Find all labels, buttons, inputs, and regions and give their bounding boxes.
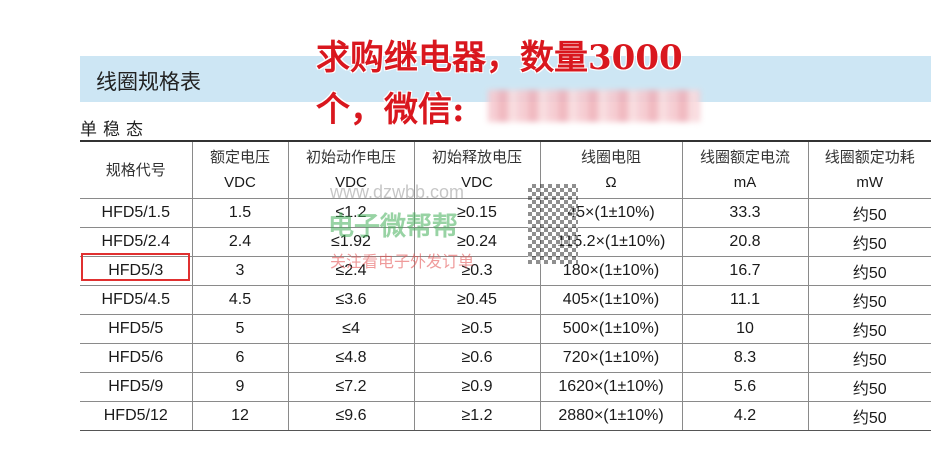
- cell-rated-current: 20.8: [681, 227, 809, 257]
- cell-coil-resistance: 2880×(1±10%): [539, 401, 683, 431]
- cell-pickup-voltage: ≤9.6: [287, 401, 415, 431]
- cell-rated-voltage: 12: [191, 401, 289, 431]
- table-title: 线圈规格表: [96, 70, 201, 94]
- col-header-rated-power: 线圈额定功耗 mW: [807, 140, 931, 199]
- cell-pickup-voltage: ≤4.8: [287, 343, 415, 373]
- cell-rated-current: 10: [681, 314, 809, 344]
- cell-rated-power: 约50: [807, 372, 931, 402]
- col-header-release-voltage: 初始释放电压 VDC: [413, 140, 541, 199]
- col-header-rated-current: 线圈额定电流 mA: [681, 140, 809, 199]
- cell-model: HFD5/3: [80, 256, 193, 286]
- cell-release-voltage: ≥0.15: [413, 198, 541, 228]
- col-header-rated-voltage: 额定电压 VDC: [191, 140, 289, 199]
- cell-pickup-voltage: ≤4: [287, 314, 415, 344]
- cell-rated-power: 约50: [807, 256, 931, 286]
- highlight-box-hfd5-3: [81, 253, 190, 281]
- cell-rated-current: 5.6: [681, 372, 809, 402]
- cell-rated-current: 4.2: [681, 401, 809, 431]
- cell-rated-power: 约50: [807, 401, 931, 431]
- cell-pickup-voltage: ≤1.92: [287, 227, 415, 257]
- cell-model: HFD5/1.5: [80, 198, 193, 228]
- cell-coil-resistance: 45×(1±10%): [539, 198, 683, 228]
- cell-model: HFD5/9: [80, 372, 193, 402]
- cell-release-voltage: ≥0.45: [413, 285, 541, 315]
- cell-coil-resistance: 1620×(1±10%): [539, 372, 683, 402]
- cell-rated-current: 8.3: [681, 343, 809, 373]
- cell-coil-resistance: 115.2×(1±10%): [539, 227, 683, 257]
- cell-model: HFD5/4.5: [80, 285, 193, 315]
- cell-coil-resistance: 720×(1±10%): [539, 343, 683, 373]
- cell-rated-power: 约50: [807, 343, 931, 373]
- cell-rated-power: 约50: [807, 285, 931, 315]
- cell-model: HFD5/5: [80, 314, 193, 344]
- cell-coil-resistance: 405×(1±10%): [539, 285, 683, 315]
- cell-model: HFD5/2.4: [80, 227, 193, 257]
- overlay-text-line1: 求购继电器，数量3000: [316, 38, 683, 78]
- col-header-model: 规格代号: [80, 140, 193, 199]
- table-row: HFD5/12 12 ≤9.6 ≥1.2 2880×(1±10%) 4.2 约50: [80, 401, 931, 431]
- col-header-pickup-voltage: 初始动作电压 VDC: [287, 140, 415, 199]
- cell-rated-power: 约50: [807, 198, 931, 228]
- table-row: HFD5/2.4 2.4 ≤1.92 ≥0.24 115.2×(1±10%) 20.8 约5…: [80, 227, 931, 257]
- cell-rated-current: 11.1: [681, 285, 809, 315]
- table-row: HFD5/4.5 4.5 ≤3.6 ≥0.45 405×(1±10%) 11.1 约50: [80, 285, 931, 315]
- cell-pickup-voltage: ≤3.6: [287, 285, 415, 315]
- cell-rated-current: 33.3: [681, 198, 809, 228]
- table-row: HFD5/3 3 ≤2.4 ≥0.3 180×(1±10%) 16.7 约50: [80, 256, 931, 286]
- header-row: 规格代号 额定电压 VDC 初始动作电压 VDC 初始释放电压 VDC 线圈电阻 Ω 线…: [80, 140, 931, 199]
- cell-rated-voltage: 4.5: [191, 285, 289, 315]
- table-row: HFD5/9 9 ≤7.2 ≥0.9 1620×(1±10%) 5.6 约50: [80, 372, 931, 402]
- cell-rated-voltage: 3: [191, 256, 289, 286]
- cell-release-voltage: ≥0.6: [413, 343, 541, 373]
- cell-rated-power: 约50: [807, 227, 931, 257]
- cell-release-voltage: ≥0.24: [413, 227, 541, 257]
- table-row: HFD5/1.5 1.5 ≤1.2 ≥0.15 45×(1±10%) 33.3 约50: [80, 198, 931, 228]
- cell-release-voltage: ≥1.2: [413, 401, 541, 431]
- cell-release-voltage: ≥0.9: [413, 372, 541, 402]
- cell-rated-voltage: 6: [191, 343, 289, 373]
- cell-coil-resistance: 500×(1±10%): [539, 314, 683, 344]
- cell-coil-resistance: 180×(1±10%): [539, 256, 683, 286]
- cell-model: HFD5/12: [80, 401, 193, 431]
- overlay-text-line2: 个，微信:: [316, 90, 465, 130]
- cell-rated-power: 约50: [807, 314, 931, 344]
- cell-rated-voltage: 1.5: [191, 198, 289, 228]
- table-row: HFD5/6 6 ≤4.8 ≥0.6 720×(1±10%) 8.3 约50: [80, 343, 931, 373]
- cell-release-voltage: ≥0.5: [413, 314, 541, 344]
- table-row: HFD5/5 5 ≤4 ≥0.5 500×(1±10%) 10 约50: [80, 314, 931, 344]
- section-label: 单稳态: [80, 120, 149, 140]
- blurred-contact: [488, 90, 700, 122]
- cell-rated-voltage: 5: [191, 314, 289, 344]
- cell-pickup-voltage: ≤7.2: [287, 372, 415, 402]
- cell-model: HFD5/6: [80, 343, 193, 373]
- coil-spec-table: 规格代号 额定电压 VDC 初始动作电压 VDC 初始释放电压 VDC 线圈电阻 Ω 线…: [80, 140, 931, 431]
- cell-pickup-voltage: ≤2.4: [287, 256, 415, 286]
- cell-rated-voltage: 9: [191, 372, 289, 402]
- cell-rated-voltage: 2.4: [191, 227, 289, 257]
- cell-release-voltage: ≥0.3: [413, 256, 541, 286]
- cell-pickup-voltage: ≤1.2: [287, 198, 415, 228]
- cell-rated-current: 16.7: [681, 256, 809, 286]
- col-header-coil-resistance: 线圈电阻 Ω: [539, 140, 683, 199]
